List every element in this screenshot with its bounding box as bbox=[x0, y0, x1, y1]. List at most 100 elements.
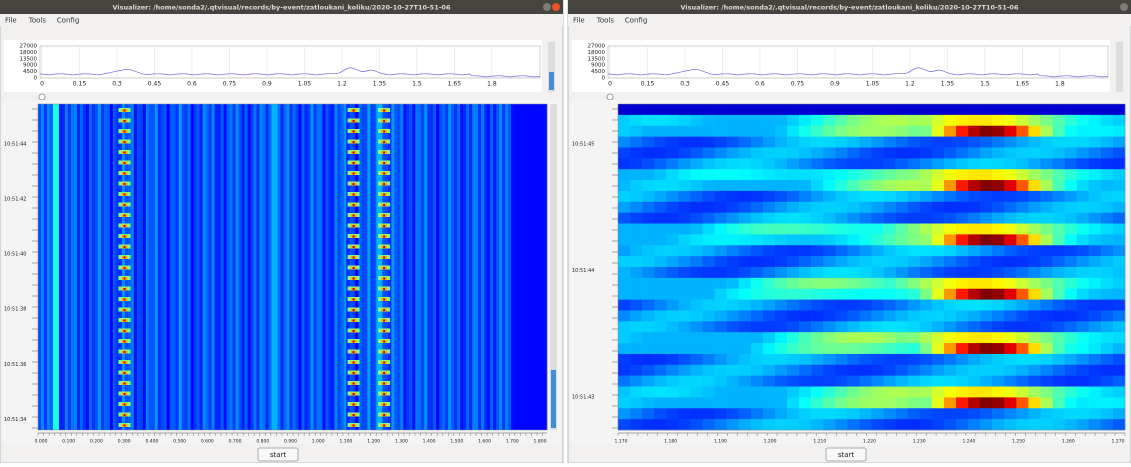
waterfall-cell bbox=[799, 353, 812, 366]
waterfall-cell bbox=[799, 277, 812, 290]
waterfall-cell bbox=[690, 267, 703, 279]
start-button-label[interactable]: start bbox=[270, 451, 287, 459]
close-button[interactable] bbox=[1120, 3, 1128, 11]
spectrum-scroll-thumb[interactable] bbox=[549, 72, 554, 90]
waterfall-cell bbox=[835, 234, 848, 246]
waterfall-cell bbox=[1112, 310, 1126, 322]
spectrum-scrollbar[interactable] bbox=[548, 42, 555, 92]
waterfall-cell bbox=[762, 125, 776, 137]
start-button[interactable] bbox=[257, 447, 299, 462]
waterfall-cell bbox=[956, 364, 969, 376]
waterfall-column bbox=[496, 104, 500, 430]
waterfall-cell bbox=[835, 375, 848, 387]
waterfall-column bbox=[268, 104, 272, 430]
waterfall-cell bbox=[1088, 375, 1102, 387]
waterfall-cell bbox=[835, 169, 848, 181]
waterfall-cell bbox=[1064, 386, 1078, 398]
menu-item[interactable]: File bbox=[573, 17, 585, 25]
waterfall-cell bbox=[750, 114, 764, 127]
spectrum-scrollbar[interactable] bbox=[1116, 42, 1123, 92]
waterfall-cell bbox=[1028, 364, 1041, 376]
waterfall-cell bbox=[943, 201, 957, 213]
waterfall-cell bbox=[738, 212, 752, 224]
waterfall-cell bbox=[1016, 386, 1029, 398]
start-button[interactable] bbox=[825, 447, 867, 462]
waterfall-cell bbox=[1016, 408, 1029, 420]
waterfall-cell bbox=[1052, 299, 1065, 311]
waterfall-cell bbox=[618, 267, 631, 279]
waterfall-cell bbox=[702, 277, 715, 290]
waterfall-cell bbox=[666, 364, 679, 376]
waterfall-peak bbox=[123, 267, 126, 269]
waterfall-cell bbox=[1016, 256, 1029, 268]
waterfall-column bbox=[76, 104, 81, 430]
waterfall-cell bbox=[895, 375, 909, 387]
waterfall-column bbox=[439, 104, 443, 430]
start-button-label[interactable]: start bbox=[838, 451, 855, 459]
slider-handle[interactable] bbox=[38, 93, 46, 101]
waterfall-cell bbox=[907, 364, 921, 376]
waterfall-cell bbox=[823, 169, 836, 181]
waterfall-cell bbox=[859, 147, 872, 159]
waterfall-column bbox=[38, 104, 42, 430]
time-label: 10:51:42 bbox=[4, 197, 26, 203]
waterfall-cell bbox=[956, 136, 969, 148]
waterfall-column bbox=[139, 104, 144, 430]
close-button[interactable] bbox=[552, 3, 560, 11]
freq-label: 0.900 bbox=[284, 439, 297, 445]
waterfall-cell bbox=[774, 386, 788, 398]
waterfall-cell bbox=[919, 408, 933, 420]
waterfall-peak bbox=[352, 309, 355, 311]
waterfall-cell bbox=[666, 234, 679, 246]
waterfall-cell bbox=[774, 375, 788, 387]
waterfall-cell bbox=[1016, 397, 1029, 409]
menu-item[interactable]: Config bbox=[57, 17, 79, 25]
waterfall-peak bbox=[123, 141, 126, 143]
waterfall-cell bbox=[980, 364, 993, 376]
freq-label: 1.200 bbox=[764, 439, 777, 445]
waterfall-column bbox=[412, 104, 416, 430]
waterfall-peak bbox=[352, 151, 355, 154]
waterfall-cell bbox=[750, 332, 764, 344]
waterfall-cell bbox=[907, 114, 921, 127]
waterfall-cell bbox=[750, 212, 764, 224]
waterfall-cell bbox=[618, 353, 631, 366]
waterfall-cell bbox=[1088, 267, 1102, 279]
waterfall-scroll-thumb[interactable] bbox=[551, 370, 556, 428]
waterfall-cell bbox=[787, 267, 800, 279]
waterfall-column bbox=[85, 104, 90, 430]
waterfall-cell bbox=[931, 321, 945, 333]
waterfall-cell bbox=[1040, 397, 1053, 409]
waterfall-column bbox=[232, 104, 236, 430]
menu-item[interactable]: Tools bbox=[596, 17, 615, 25]
waterfall-cell bbox=[907, 158, 921, 170]
waterfall-cell bbox=[787, 343, 800, 355]
waterfall-peak bbox=[383, 403, 386, 406]
slider-handle[interactable] bbox=[606, 93, 614, 101]
waterfall-cell bbox=[630, 234, 643, 246]
waterfall-cell bbox=[1100, 104, 1114, 116]
waterfall-cell bbox=[750, 190, 764, 203]
waterfall-peak bbox=[383, 141, 386, 143]
waterfall-cell bbox=[666, 288, 679, 300]
waterfall-column bbox=[451, 104, 455, 430]
menu-item[interactable]: Config bbox=[625, 17, 647, 25]
waterfall-cell bbox=[871, 223, 884, 235]
waterfall-cell bbox=[835, 212, 848, 224]
waterfall-cell bbox=[787, 332, 800, 344]
waterfall-cell bbox=[726, 353, 740, 366]
menu-item[interactable]: Tools bbox=[28, 17, 47, 25]
minimize-button[interactable] bbox=[543, 3, 551, 11]
waterfall-cell bbox=[1028, 223, 1041, 235]
waterfall-scrollbar[interactable] bbox=[550, 104, 557, 430]
waterfall-peak bbox=[352, 424, 355, 427]
waterfall-cell bbox=[630, 332, 643, 344]
waterfall-cell bbox=[883, 223, 896, 235]
menu-item[interactable]: File bbox=[5, 17, 17, 25]
waterfall-cell bbox=[690, 419, 703, 431]
waterfall-cell bbox=[847, 201, 860, 213]
waterfall-cell bbox=[702, 397, 715, 409]
waterfall-cell bbox=[968, 332, 981, 344]
waterfall-cell bbox=[799, 201, 812, 213]
waterfall-cell bbox=[1064, 158, 1078, 170]
